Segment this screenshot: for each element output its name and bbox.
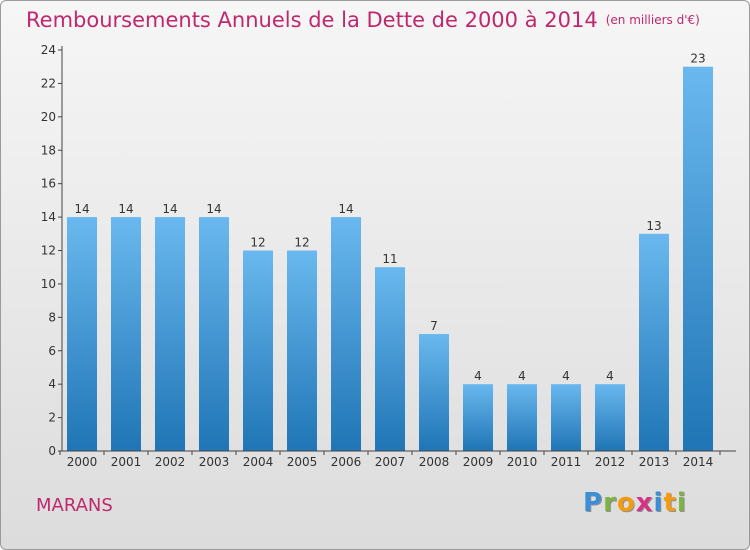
logo-letter: i: [653, 488, 664, 518]
bar: [683, 66, 713, 451]
x-tick-label: 2014: [683, 455, 714, 469]
data-label: 14: [118, 202, 133, 216]
logo-letter: t: [663, 488, 677, 518]
bar: [639, 233, 669, 451]
chart-title: Remboursements Annuels de la Dette de 20…: [26, 8, 700, 32]
data-label: 7: [430, 319, 438, 333]
data-label: 4: [474, 369, 482, 383]
x-tick-label: 2010: [507, 455, 538, 469]
data-label: 14: [206, 202, 221, 216]
x-tick-label: 2012: [595, 455, 626, 469]
x-tick-label: 2008: [419, 455, 450, 469]
x-tick-label: 2004: [243, 455, 274, 469]
proxiti-logo[interactable]: Proxiti: [583, 488, 687, 518]
chart-subtitle: (en milliers d'€): [605, 13, 700, 27]
data-label: 23: [690, 52, 705, 66]
bar: [463, 384, 493, 451]
logo-letter: i: [676, 488, 687, 518]
x-axis: 2000 2001 2002 2003 2004 2005 2006 2007 2008 2009…: [59, 450, 736, 469]
logo-letter: x: [635, 488, 654, 518]
bar: [507, 384, 537, 451]
data-labels: 14 14 14 14 12 12 14 11 7 4 4 4 4 13 23: [74, 52, 705, 383]
logo-letter: P: [583, 488, 604, 518]
bar: [111, 217, 141, 451]
bar: [551, 384, 581, 451]
x-tick-label: 2005: [287, 455, 318, 469]
y-tick-label: 10: [41, 277, 56, 291]
x-tick-label: 2013: [639, 455, 670, 469]
bar: [67, 217, 97, 451]
data-label: 14: [74, 202, 89, 216]
x-tick-label: 2003: [199, 455, 230, 469]
y-tick-label: 4: [48, 377, 56, 391]
bar: [287, 250, 317, 451]
bar: [595, 384, 625, 451]
data-label: 4: [562, 369, 570, 383]
x-tick-label: 2009: [463, 455, 494, 469]
data-label: 4: [606, 369, 614, 383]
x-tick-label: 2007: [375, 455, 406, 469]
bars: [67, 66, 713, 451]
bar: [419, 334, 449, 451]
data-label: 14: [162, 202, 177, 216]
logo-letter: r: [603, 488, 617, 518]
y-tick-label: 16: [41, 177, 56, 191]
bar: [375, 267, 405, 451]
chart-title-text: Remboursements Annuels de la Dette de 20…: [26, 8, 598, 32]
data-label: 13: [646, 219, 661, 233]
bar: [199, 217, 229, 451]
y-tick-label: 8: [48, 310, 56, 324]
data-label: 14: [338, 202, 353, 216]
logo-letter: o: [616, 488, 636, 518]
data-label: 11: [382, 252, 397, 266]
data-label: 12: [250, 236, 265, 250]
data-label: 12: [294, 236, 309, 250]
bar: [331, 217, 361, 451]
y-tick-label: 24: [41, 43, 56, 57]
y-tick-label: 18: [41, 143, 56, 157]
bar: [243, 250, 273, 451]
y-tick-label: 22: [41, 76, 56, 90]
y-tick-label: 20: [41, 110, 56, 124]
data-label: 4: [518, 369, 526, 383]
y-tick-label: 12: [41, 244, 56, 258]
y-tick-label: 0: [48, 444, 56, 458]
place-name: MARANS: [36, 495, 113, 516]
x-tick-label: 2006: [331, 455, 362, 469]
x-tick-label: 2000: [67, 455, 98, 469]
bar: [155, 217, 185, 451]
x-tick-label: 2011: [551, 455, 582, 469]
x-tick-label: 2002: [155, 455, 186, 469]
y-tick-label: 6: [48, 344, 56, 358]
y-tick-label: 14: [41, 210, 56, 224]
y-tick-label: 2: [48, 411, 56, 425]
x-tick-label: 2001: [111, 455, 142, 469]
